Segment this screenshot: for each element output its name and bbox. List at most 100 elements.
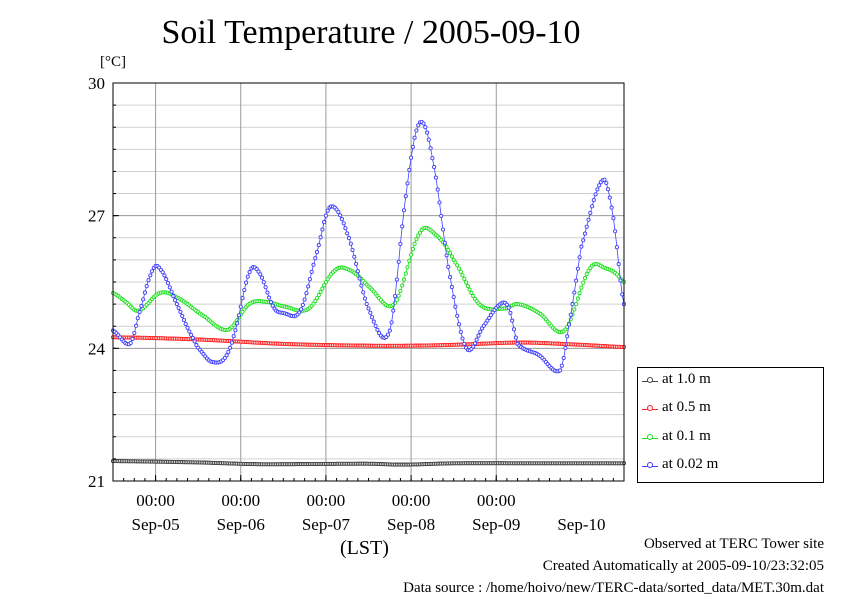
data-point bbox=[407, 258, 412, 263]
observed-note: Observed at TERC Tower site bbox=[643, 536, 824, 552]
data-point bbox=[134, 323, 139, 328]
data-point bbox=[460, 273, 465, 278]
data-point bbox=[314, 250, 320, 255]
data-point bbox=[579, 285, 584, 290]
data-point bbox=[409, 155, 414, 160]
data-point bbox=[267, 295, 272, 300]
data-source-note: Data source : /home/hoivo/new/TERC-data/… bbox=[403, 580, 824, 596]
data-point bbox=[194, 343, 199, 348]
data-point bbox=[476, 333, 481, 338]
data-point bbox=[313, 299, 318, 304]
legend-item-05m: at 0.5 m bbox=[638, 396, 823, 424]
data-point bbox=[343, 226, 348, 231]
data-point bbox=[405, 181, 410, 186]
legend-label-01m: at 0.1 m bbox=[662, 428, 711, 444]
data-point bbox=[582, 231, 588, 236]
series-layer bbox=[110, 119, 627, 467]
data-point bbox=[311, 262, 316, 267]
data-point bbox=[148, 273, 153, 278]
data-point bbox=[577, 255, 582, 260]
data-point bbox=[304, 291, 309, 296]
data-point bbox=[258, 272, 263, 277]
data-point bbox=[142, 290, 147, 295]
data-point bbox=[265, 290, 270, 295]
data-point bbox=[483, 321, 488, 326]
chart-title: Soil Temperature / 2005-09-10 bbox=[161, 14, 581, 51]
data-point bbox=[456, 322, 462, 327]
data-point bbox=[165, 281, 171, 286]
data-point bbox=[375, 327, 380, 332]
y-axis-unit: [°C] bbox=[100, 54, 126, 70]
data-point bbox=[130, 336, 135, 342]
data-point bbox=[570, 302, 575, 307]
data-point bbox=[185, 325, 190, 330]
data-point bbox=[488, 313, 493, 318]
data-point bbox=[394, 277, 399, 282]
data-point bbox=[180, 313, 185, 318]
legend-item-1m: at 1.0 m bbox=[638, 368, 823, 396]
data-point bbox=[222, 355, 227, 361]
data-point bbox=[449, 254, 454, 259]
data-point bbox=[414, 128, 419, 133]
data-point bbox=[322, 220, 327, 225]
data-point bbox=[563, 345, 568, 351]
legend-label-05m: at 0.5 m bbox=[662, 399, 711, 415]
x-tick-label: 00:00 bbox=[477, 491, 516, 510]
data-point bbox=[609, 205, 614, 210]
data-point bbox=[309, 269, 314, 274]
data-point bbox=[313, 256, 318, 261]
data-point bbox=[377, 331, 382, 336]
legend-label-002m: at 0.02 m bbox=[662, 456, 719, 472]
data-point bbox=[339, 217, 344, 222]
data-point bbox=[189, 332, 194, 337]
data-point bbox=[453, 304, 458, 309]
data-point bbox=[181, 317, 187, 323]
data-point bbox=[426, 137, 431, 142]
legend-marker-05m bbox=[647, 405, 653, 411]
series-at-0-5-m bbox=[110, 335, 627, 350]
created-note: Created Automatically at 2005-09-10/23:3… bbox=[542, 558, 824, 574]
data-point bbox=[471, 293, 476, 299]
data-point bbox=[504, 302, 509, 307]
data-point bbox=[577, 291, 582, 296]
data-point bbox=[508, 310, 513, 315]
data-point bbox=[323, 280, 328, 285]
data-point bbox=[446, 264, 451, 269]
data-point bbox=[325, 277, 330, 282]
data-point bbox=[132, 330, 137, 336]
data-point bbox=[620, 292, 625, 297]
data-point bbox=[169, 289, 174, 294]
axis-ticks: 21 24 27 30 00:00 00:00 00:00 00:00 00:00 Sep-05 S… bbox=[88, 74, 625, 534]
grid-lines bbox=[113, 82, 624, 482]
y-tick-label: 24 bbox=[88, 339, 106, 358]
legend-marker-002m bbox=[647, 462, 653, 468]
data-point bbox=[455, 263, 460, 268]
data-point bbox=[242, 287, 247, 293]
data-point bbox=[389, 320, 394, 325]
data-point bbox=[316, 243, 321, 248]
data-point bbox=[591, 197, 596, 203]
data-point bbox=[511, 327, 517, 332]
data-point bbox=[423, 125, 428, 130]
data-point bbox=[240, 296, 245, 301]
data-point bbox=[440, 227, 446, 232]
data-point bbox=[433, 175, 438, 180]
series-at-0-1-m bbox=[110, 225, 627, 335]
data-point bbox=[611, 216, 616, 221]
series-at-0-02-m bbox=[110, 119, 627, 374]
data-point bbox=[320, 286, 325, 291]
data-point bbox=[160, 270, 165, 275]
data-point bbox=[416, 123, 421, 128]
data-point bbox=[487, 315, 492, 320]
y-tick-label: 27 bbox=[88, 207, 106, 226]
data-point bbox=[590, 204, 595, 209]
data-point bbox=[373, 323, 378, 328]
data-point bbox=[183, 321, 188, 327]
data-point bbox=[563, 327, 568, 332]
data-point bbox=[602, 177, 607, 182]
data-point bbox=[616, 262, 621, 267]
data-point bbox=[311, 301, 316, 306]
data-point bbox=[574, 278, 579, 283]
data-point bbox=[357, 276, 362, 281]
data-point bbox=[268, 300, 273, 305]
